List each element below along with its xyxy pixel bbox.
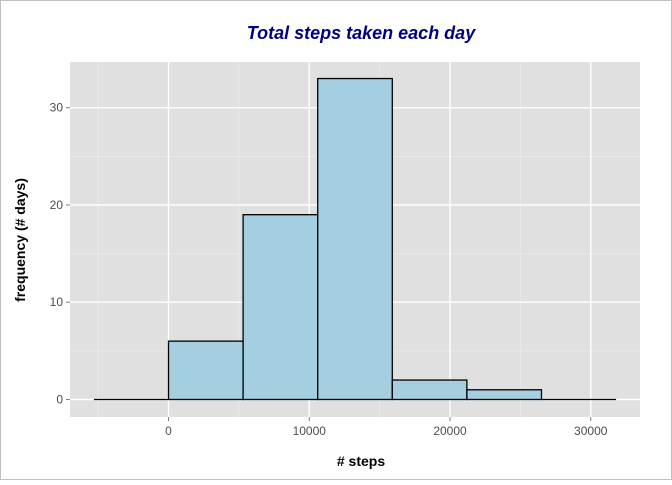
histogram-bar xyxy=(242,214,319,401)
x-tick-label: 30000 xyxy=(574,424,608,438)
x-axis-title: # steps xyxy=(337,453,385,469)
y-axis-ticks: 0 10 20 30 xyxy=(50,101,70,406)
y-tick-label: 30 xyxy=(50,101,64,115)
x-tick-label: 0 xyxy=(165,424,172,438)
x-tick-label: 20000 xyxy=(433,424,467,438)
histogram-bar xyxy=(466,389,543,401)
histogram-bars xyxy=(93,77,617,401)
chart-title: Total steps taken each day xyxy=(247,23,476,43)
x-axis-ticks: 0 10000 20000 30000 xyxy=(165,417,608,438)
histogram-bar xyxy=(391,379,468,401)
histogram-bar xyxy=(317,77,393,401)
y-tick-label: 0 xyxy=(56,392,63,406)
histogram-bar xyxy=(167,340,244,401)
y-axis-title: frequency (# days) xyxy=(12,178,28,302)
x-tick-label: 10000 xyxy=(293,424,327,438)
y-tick-label: 20 xyxy=(50,198,64,212)
y-tick-label: 10 xyxy=(50,295,64,309)
